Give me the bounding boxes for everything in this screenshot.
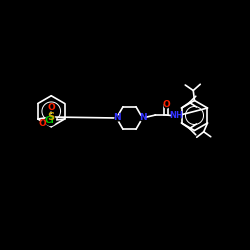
Text: N: N <box>139 114 146 122</box>
Text: O: O <box>48 103 55 112</box>
Text: S: S <box>47 112 54 122</box>
Text: Cl: Cl <box>45 116 54 125</box>
Text: NH: NH <box>170 112 183 120</box>
Text: N: N <box>113 114 120 122</box>
Text: O: O <box>162 100 170 110</box>
Text: O: O <box>39 119 47 128</box>
